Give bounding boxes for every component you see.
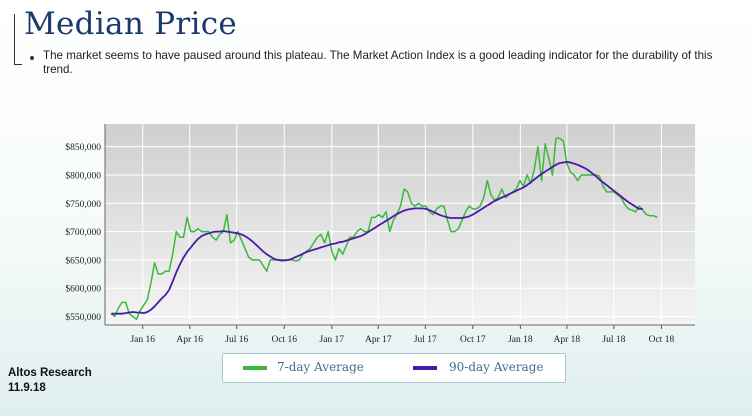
x-tick-label: Jul 17 xyxy=(414,335,437,345)
series-line-90day xyxy=(111,160,643,315)
x-tick-label: Oct 17 xyxy=(460,335,486,345)
series-line-7day xyxy=(110,137,658,321)
bullet-dot xyxy=(30,56,34,60)
x-tick-label: Jan 16 xyxy=(130,335,155,345)
y-tick-label: $800,000 xyxy=(65,170,101,181)
y-tick-label: $600,000 xyxy=(65,284,101,295)
x-tick-label: Oct 18 xyxy=(649,335,675,345)
x-tick-label: Jan 17 xyxy=(320,335,345,345)
x-tick-label: Apr 18 xyxy=(554,335,581,345)
legend-label-7day: 7-day Average xyxy=(277,360,364,374)
y-tick-label: $750,000 xyxy=(65,199,101,210)
source-date: 11.9.18 xyxy=(8,382,46,394)
y-tick-label: $650,000 xyxy=(65,255,101,266)
chart-legend: 7-day Average 90-day Average xyxy=(222,353,566,383)
source-name: Altos Research xyxy=(8,367,92,379)
subtitle: The market seems to have paused around t… xyxy=(43,49,713,76)
x-tick-label: Jan 18 xyxy=(508,335,533,345)
y-tick-label: $550,000 xyxy=(65,312,101,323)
title-bracket xyxy=(14,14,22,65)
legend-label-90day: 90-day Average xyxy=(449,360,544,374)
legend-swatch-7day xyxy=(243,366,267,370)
plot-area xyxy=(105,124,695,325)
y-tick-label: $700,000 xyxy=(65,227,101,238)
source-credit: Altos Research 11.9.18 xyxy=(8,366,92,396)
y-tick-label: $850,000 xyxy=(65,142,101,153)
legend-swatch-90day xyxy=(413,366,437,370)
x-tick-label: Oct 16 xyxy=(271,335,297,345)
page-title: Median Price xyxy=(24,6,238,42)
x-tick-label: Apr 16 xyxy=(176,335,203,345)
x-tick-label: Apr 17 xyxy=(365,335,392,345)
x-tick-label: Jul 16 xyxy=(225,335,248,345)
x-tick-label: Jul 18 xyxy=(602,335,625,345)
